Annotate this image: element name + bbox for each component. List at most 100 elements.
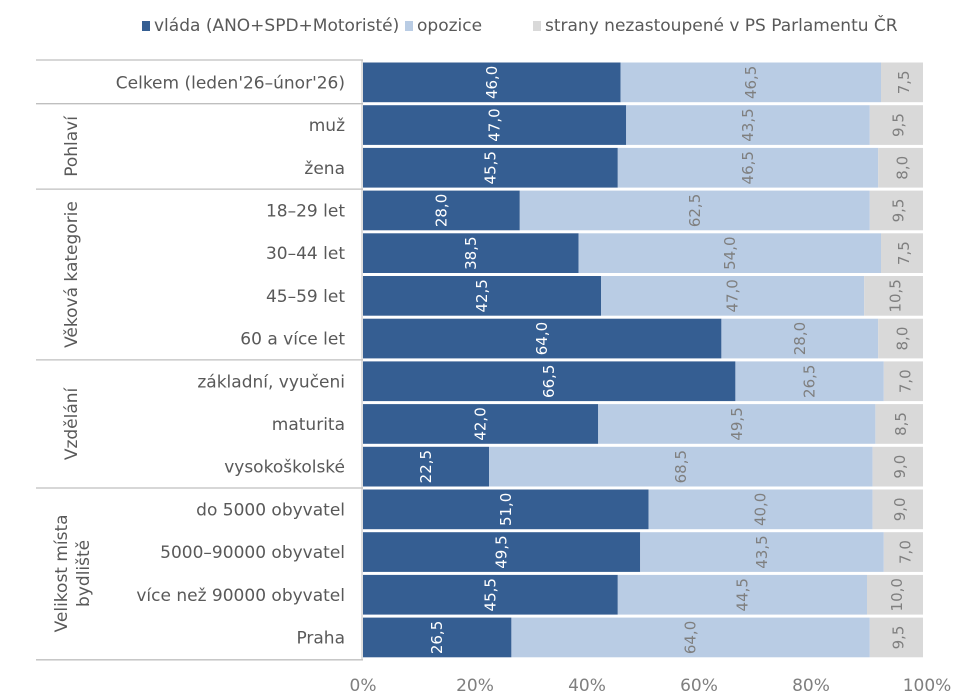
group-label: Vzdělání [62,386,82,460]
data-label-opozice: 68,5 [672,450,690,483]
data-label-ostatni: 9,0 [891,497,909,521]
bar-ostatni [872,489,923,530]
category-label: do 5000 obyvatel [196,500,345,520]
data-label-opozice: 44,5 [733,578,751,611]
x-tick-label: 40% [568,676,606,696]
data-label-ostatni: 8,5 [892,412,910,436]
legend-label-opozice: opozice [417,16,483,36]
legend-item-opozice: opozice [405,16,482,36]
category-label: Praha [296,628,345,648]
bar-opozice [735,361,884,402]
x-tick-label: 80% [792,676,830,696]
bar-vlada [363,532,641,572]
data-label-opozice: 46,5 [742,66,760,99]
bar-vlada [363,617,512,658]
bar-ostatni [878,147,923,188]
bar-vlada [363,62,621,103]
bar-ostatni [869,105,923,145]
bar-ostatni [881,233,923,273]
data-label-vlada: 26,5 [428,621,446,654]
bar-opozice [617,574,867,615]
data-label-ostatni: 9,5 [889,113,907,137]
bar-opozice [511,617,870,658]
bar-vlada [363,574,618,615]
data-label-opozice: 28,0 [791,322,809,355]
data-label-vlada: 64,0 [533,322,551,355]
data-label-ostatni: 9,5 [889,626,907,650]
category-label: vysokoškolské [224,458,345,478]
bar-vlada [363,190,520,231]
data-label-vlada: 51,0 [497,493,515,526]
data-label-ostatni: 8,0 [894,327,912,351]
data-label-opozice: 49,5 [728,407,746,440]
legend-swatch-ostatni [533,21,541,31]
group-label: Věková kategorie [62,201,82,348]
data-label-opozice: 62,5 [686,194,704,227]
bar-ostatni [881,62,923,103]
bar-vlada [363,361,736,402]
bar-opozice [489,446,873,487]
legend-item-vlada: vláda (ANO+SPD+Motoristé) [142,16,399,36]
bar-vlada [363,276,601,316]
data-label-ostatni: 9,5 [889,199,907,223]
group-label: Velikost místa [52,514,72,632]
data-label-ostatni: 10,5 [887,279,905,312]
bar-ostatni [883,361,923,402]
group-label: Pohlaví [62,115,82,177]
category-label: 18–29 let [266,201,345,221]
data-label-vlada: 28,0 [432,194,450,227]
x-tick-label: 100% [903,676,952,696]
bar-ostatni [869,190,923,231]
data-label-opozice: 26,5 [801,365,819,398]
bar-vlada [363,404,599,444]
bar-vlada [363,489,649,530]
bar-opozice [626,105,870,145]
data-label-ostatni: 7,0 [896,540,914,564]
category-label: Celkem (leden'26–únor'26) [116,73,345,93]
x-tick-label: 20% [456,676,494,696]
data-label-vlada: 42,5 [473,279,491,312]
bar-vlada [363,105,627,145]
data-label-vlada: 66,5 [540,365,558,398]
data-label-opozice: 46,5 [739,151,757,184]
bar-opozice [640,532,884,572]
data-label-vlada: 42,0 [472,407,490,440]
bar-ostatni [878,318,923,359]
bar-opozice [648,489,873,530]
data-label-opozice: 64,0 [682,621,700,654]
legend-item-ostatni: strany nezastoupené v PS Parlamentu ČR [533,16,898,36]
category-label: 60 a více let [240,330,345,350]
bar-vlada [363,318,722,359]
legend-label-ostatni: strany nezastoupené v PS Parlamentu ČR [545,16,898,36]
data-label-opozice: 40,0 [752,493,770,526]
bar-ostatni [875,404,923,444]
data-label-vlada: 47,0 [486,108,504,141]
data-label-ostatni: 10,0 [888,578,906,611]
bar-ostatni [883,532,923,572]
bar-opozice [601,276,865,316]
bar-vlada [363,147,618,188]
bar-ostatni [872,446,923,487]
data-label-opozice: 43,5 [753,535,771,568]
group-label: bydliště [74,540,94,607]
data-label-ostatni: 7,0 [896,369,914,393]
data-label-ostatni: 7,5 [895,70,913,94]
data-label-opozice: 54,0 [721,236,739,269]
category-label: více než 90000 obyvatel [136,586,345,606]
category-label: 5000–90000 obyvatel [160,543,345,563]
bar-opozice [617,147,879,188]
bar-opozice [519,190,870,231]
data-label-vlada: 46,0 [483,66,501,99]
data-label-ostatni: 7,5 [895,241,913,265]
bar-opozice [598,404,876,444]
bar-ostatni [867,574,923,615]
data-label-ostatni: 9,0 [891,455,909,479]
bar-ostatni [869,617,923,658]
category-label: žena [304,159,345,179]
data-label-vlada: 22,5 [417,450,435,483]
data-label-vlada: 45,5 [481,151,499,184]
data-label-vlada: 45,5 [481,578,499,611]
data-label-vlada: 38,5 [462,236,480,269]
legend-swatch-opozice [405,21,413,31]
